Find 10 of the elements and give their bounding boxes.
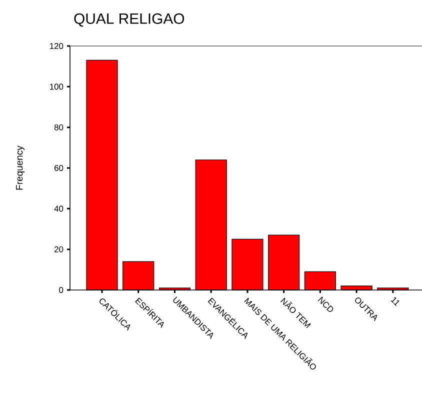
y-axis-title: Frequency	[16, 146, 25, 190]
y-tick-label: 20	[54, 246, 64, 252]
chart-title: QUAL RELIGAO	[74, 13, 184, 27]
y-tick-label: 0	[59, 287, 64, 293]
y-tick-label: 100	[50, 84, 64, 90]
y-tick-label: 40	[54, 206, 64, 212]
y-tick-label: 120	[50, 43, 64, 49]
x-tick-label: 11	[390, 297, 400, 306]
y-tick-label: 60	[54, 165, 64, 171]
y-tick-label: 80	[54, 124, 64, 130]
